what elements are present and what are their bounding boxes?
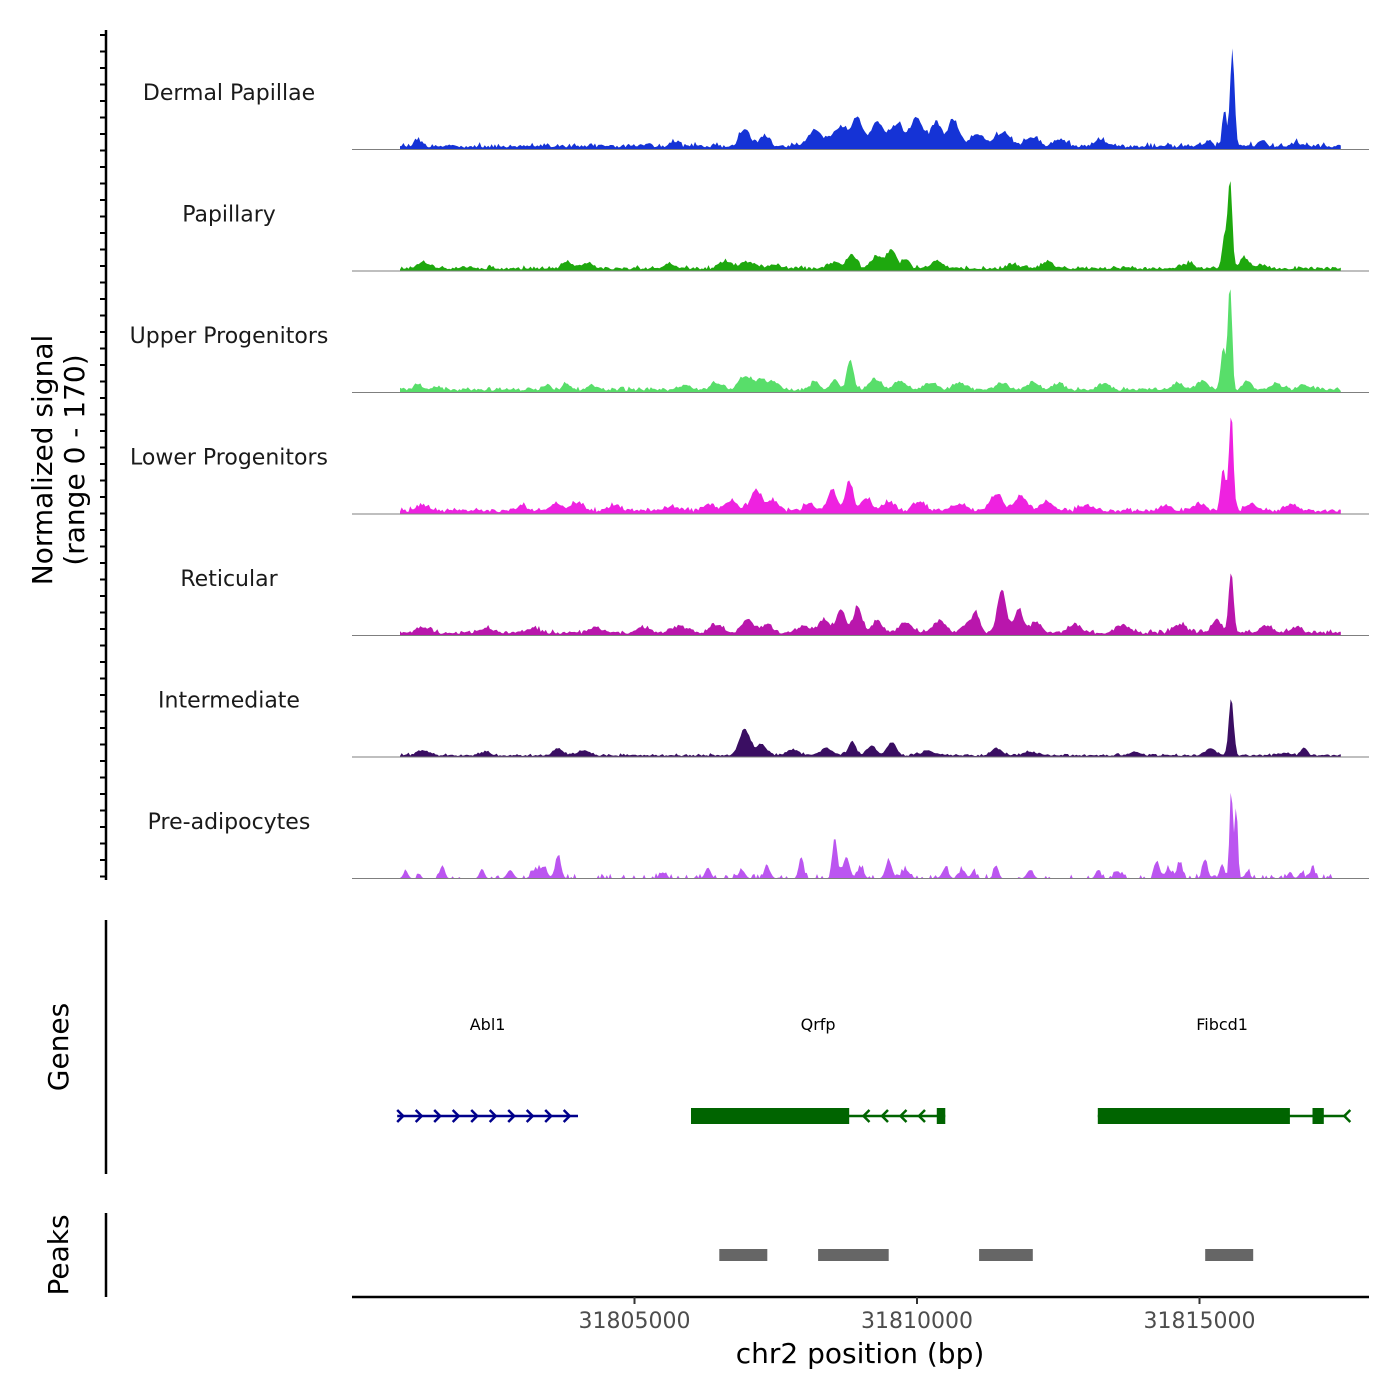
signal-axis-title: Normalized signal bbox=[26, 335, 59, 586]
strand-arrow bbox=[396, 1109, 405, 1123]
genes-panel: Abl1 Qrfp Fibcd1 bbox=[396, 1015, 1352, 1124]
strand-arrow bbox=[525, 1109, 535, 1123]
strand-arrow bbox=[898, 1109, 908, 1123]
track-label: Reticular bbox=[180, 567, 278, 592]
strand-arrow bbox=[562, 1109, 572, 1123]
track-label: Dermal Papillae bbox=[143, 81, 315, 106]
peak-region bbox=[719, 1249, 768, 1261]
peak-region bbox=[979, 1249, 1033, 1261]
gene-fibcd1: Fibcd1 bbox=[1097, 1015, 1352, 1124]
x-axis-title: chr2 position (bp) bbox=[736, 1337, 985, 1370]
strand-arrow bbox=[1342, 1109, 1352, 1123]
strand-arrow bbox=[544, 1109, 553, 1123]
gene-label: Qrfp bbox=[801, 1015, 836, 1034]
peak-region bbox=[818, 1249, 889, 1261]
track-pre-adipocytes: Pre-adipocytes bbox=[148, 792, 1369, 879]
strand-arrow bbox=[861, 1109, 871, 1123]
track-label: Upper Progenitors bbox=[130, 324, 329, 349]
gene-exon bbox=[1097, 1108, 1290, 1124]
track-label: Pre-adipocytes bbox=[148, 810, 311, 835]
signal-area bbox=[400, 792, 1341, 879]
gene-qrfp: Qrfp bbox=[691, 1015, 946, 1124]
signal-area bbox=[400, 417, 1341, 514]
x-tick-label: 31805000 bbox=[579, 1309, 691, 1334]
gene-label: Abl1 bbox=[470, 1015, 506, 1034]
strand-arrow bbox=[488, 1109, 498, 1123]
gene-exon bbox=[691, 1108, 850, 1124]
strand-arrow bbox=[414, 1109, 424, 1123]
signal-area bbox=[400, 181, 1341, 271]
signal-area bbox=[400, 289, 1341, 393]
track-lower-progenitors: Lower Progenitors bbox=[130, 417, 1369, 515]
track-label: Papillary bbox=[182, 203, 276, 228]
strand-arrow bbox=[433, 1109, 442, 1123]
strand-arrow bbox=[507, 1109, 516, 1123]
track-reticular: Reticular bbox=[180, 567, 1369, 636]
track-label: Intermediate bbox=[158, 689, 300, 714]
gene-exon bbox=[936, 1108, 946, 1124]
signal-axis-ticks bbox=[100, 34, 106, 878]
peaks-panel bbox=[719, 1249, 1254, 1261]
signal-tracks: Dermal Papillae Papillary Upper Progenitor… bbox=[130, 48, 1369, 879]
x-tick-label: 31810000 bbox=[861, 1309, 973, 1334]
gene-abl1: Abl1 bbox=[396, 1015, 578, 1123]
signal-axis-subtitle: (range 0 - 170) bbox=[58, 354, 91, 565]
gene-label: Fibcd1 bbox=[1196, 1015, 1248, 1034]
strand-arrow bbox=[880, 1109, 889, 1123]
x-axis-ticks: 31805000 31810000 31815000 bbox=[579, 1297, 1256, 1334]
signal-area bbox=[400, 699, 1341, 757]
signal-area bbox=[400, 573, 1341, 636]
genes-axis-title: Genes bbox=[42, 1003, 75, 1091]
x-tick-label: 31815000 bbox=[1144, 1309, 1256, 1334]
track-intermediate: Intermediate bbox=[158, 689, 1369, 758]
strand-arrow bbox=[451, 1109, 461, 1123]
track-upper-progenitors: Upper Progenitors bbox=[130, 289, 1369, 393]
peak-region bbox=[1205, 1249, 1254, 1261]
gene-exon bbox=[1312, 1108, 1324, 1124]
track-dermal-papillae: Dermal Papillae bbox=[143, 48, 1369, 150]
track-label: Lower Progenitors bbox=[130, 446, 328, 471]
track-papillary: Papillary bbox=[182, 181, 1369, 272]
strand-arrow bbox=[917, 1109, 926, 1123]
strand-arrow bbox=[470, 1109, 479, 1123]
signal-area bbox=[400, 48, 1341, 150]
peaks-axis-title: Peaks bbox=[42, 1214, 75, 1295]
